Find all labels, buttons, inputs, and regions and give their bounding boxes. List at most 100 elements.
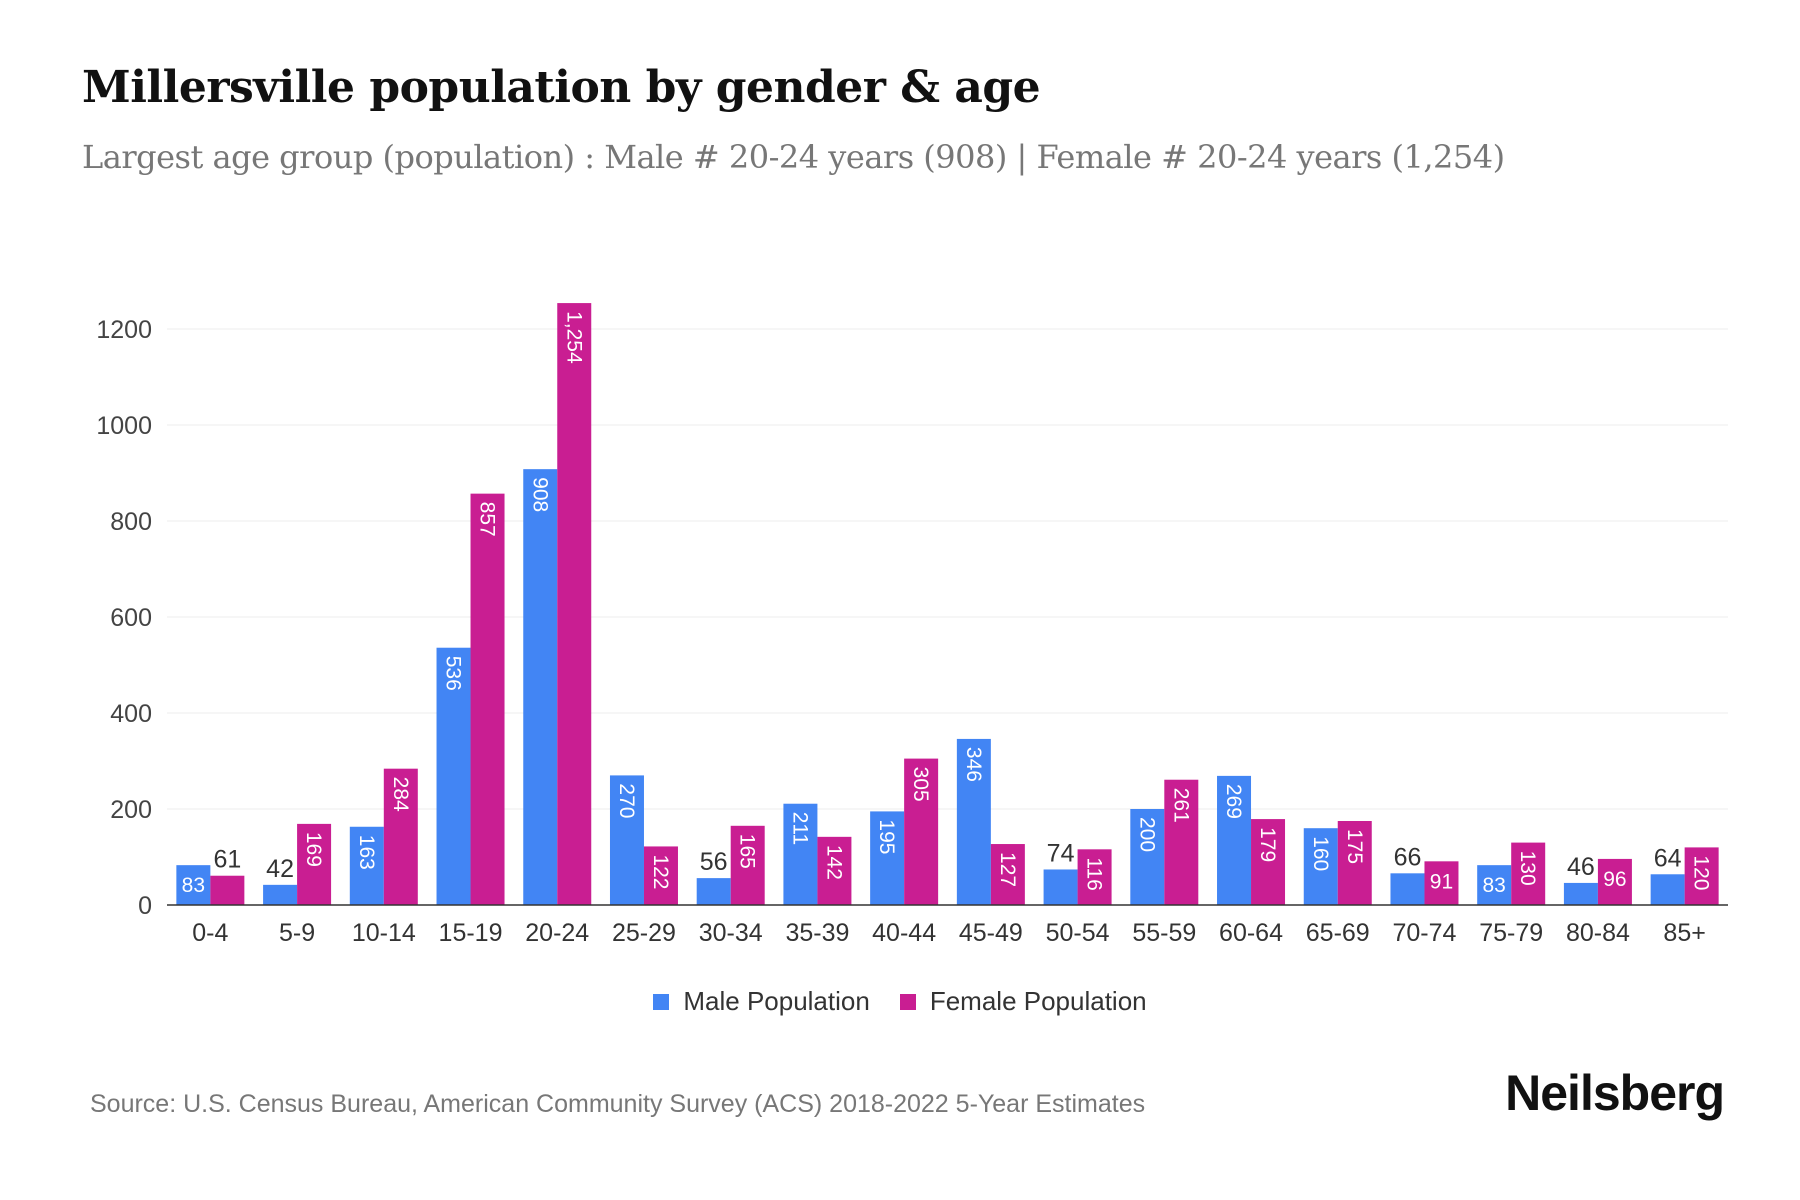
bar-male	[1217, 775, 1252, 905]
bar-male	[870, 811, 905, 905]
data-label: 83	[1483, 874, 1506, 897]
bar-male	[1563, 882, 1598, 905]
bar-female	[383, 768, 418, 905]
data-label: 120	[1690, 855, 1713, 890]
data-label: 211	[788, 812, 811, 845]
x-tick-label: 50-54	[1046, 919, 1110, 947]
x-tick-label: 70-74	[1392, 919, 1456, 947]
bar-male	[176, 865, 211, 905]
bar-female	[1511, 842, 1546, 905]
bar-female	[904, 758, 939, 905]
x-tick-label: 20-24	[525, 919, 589, 947]
data-label: 284	[389, 777, 412, 812]
bar-male	[436, 647, 471, 905]
x-tick-label: 25-29	[612, 919, 676, 947]
bar-chart: 0 200 400 600 800 1000 1200 0-4 83 61 5-9 42 169 10-1…	[96, 303, 1728, 947]
data-label: 200	[1135, 817, 1158, 852]
bar-female	[557, 303, 592, 906]
bar-male	[1390, 873, 1425, 905]
bar-female	[210, 875, 245, 905]
bar-female	[1684, 847, 1719, 905]
legend-item-female[interactable]: Female Population	[899, 986, 1147, 1017]
legend-label-female: Female Population	[929, 986, 1147, 1016]
data-label: 536	[442, 656, 465, 691]
data-label: 56	[700, 848, 728, 876]
data-label: 163	[355, 835, 378, 870]
data-label: 42	[266, 855, 294, 883]
data-label: 130	[1516, 851, 1539, 886]
x-tick-label: 65-69	[1306, 919, 1370, 947]
data-label: 46	[1567, 853, 1595, 881]
x-tick-label: 15-19	[439, 919, 503, 947]
bar-male	[263, 884, 298, 905]
x-tick-label: 0-4	[192, 919, 228, 947]
bar-male	[1477, 865, 1512, 905]
data-label: 165	[736, 834, 759, 869]
data-label: 66	[1394, 843, 1422, 871]
data-label: 175	[1343, 829, 1366, 864]
bar-male	[696, 878, 731, 905]
bar-female	[990, 844, 1025, 905]
bar-female	[1337, 821, 1372, 905]
bar-male	[1303, 828, 1338, 905]
x-tick-label: 60-64	[1219, 919, 1283, 947]
x-tick-label: 10-14	[352, 919, 416, 947]
data-label: 96	[1603, 868, 1626, 891]
bar-female	[1251, 819, 1286, 905]
data-label: 91	[1430, 870, 1453, 893]
x-tick-label: 85+	[1663, 919, 1705, 947]
bar-female	[1077, 849, 1112, 905]
data-label: 74	[1047, 839, 1075, 867]
bar-female	[1164, 779, 1199, 905]
data-label: 908	[528, 477, 551, 512]
x-tick-label: 55-59	[1132, 919, 1196, 947]
x-tick-label: 45-49	[959, 919, 1023, 947]
bar-male	[1650, 874, 1685, 905]
data-label: 160	[1309, 836, 1332, 871]
legend-item-male[interactable]: Male Population	[653, 986, 870, 1017]
data-label: 83	[182, 874, 205, 897]
data-label: 179	[1256, 827, 1279, 862]
data-label: 270	[615, 783, 638, 818]
legend: Male Population Female Population	[0, 986, 1800, 1017]
bar-female	[643, 846, 678, 905]
legend-swatch-female	[899, 993, 916, 1010]
data-label: 127	[996, 852, 1019, 887]
x-tick-label: 5-9	[279, 919, 315, 947]
bar-female	[297, 823, 332, 905]
y-tick-label: 1200	[96, 316, 152, 344]
x-tick-label: 40-44	[872, 919, 936, 947]
data-label: 142	[822, 845, 845, 880]
bar-female	[730, 825, 765, 905]
chart-title: Millersville population by gender & age	[82, 62, 1041, 113]
data-label: 857	[476, 502, 499, 537]
bar-male	[1130, 809, 1165, 905]
x-tick-label: 80-84	[1566, 919, 1630, 947]
bar-male	[349, 826, 384, 905]
data-label: 269	[1222, 784, 1245, 819]
bar-male	[956, 738, 991, 905]
data-label: 61	[213, 846, 241, 874]
chart-subtitle: Largest age group (population) : Male # …	[82, 138, 1505, 176]
y-tick-label: 0	[138, 892, 152, 920]
data-label: 122	[649, 854, 672, 889]
data-label: 261	[1169, 788, 1192, 823]
bar-male	[1043, 869, 1078, 905]
data-label: 64	[1654, 844, 1682, 872]
data-label: 116	[1083, 857, 1106, 890]
data-label: 195	[875, 819, 898, 854]
y-tick-label: 600	[110, 604, 152, 632]
x-tick-label: 35-39	[785, 919, 849, 947]
neilsberg-logo: Neilsberg	[1505, 1065, 1725, 1121]
legend-swatch-male	[653, 993, 670, 1010]
source-note: Source: U.S. Census Bureau, American Com…	[90, 1090, 1146, 1118]
x-tick-label: 30-34	[699, 919, 763, 947]
bar-male	[783, 803, 818, 905]
y-tick-label: 800	[110, 508, 152, 536]
bar-female	[1424, 861, 1459, 905]
bar-male	[523, 469, 558, 905]
bar-female	[817, 836, 852, 905]
y-tick-label: 400	[110, 700, 152, 728]
x-tick-label: 75-79	[1479, 919, 1543, 947]
bar-female	[1597, 858, 1632, 905]
